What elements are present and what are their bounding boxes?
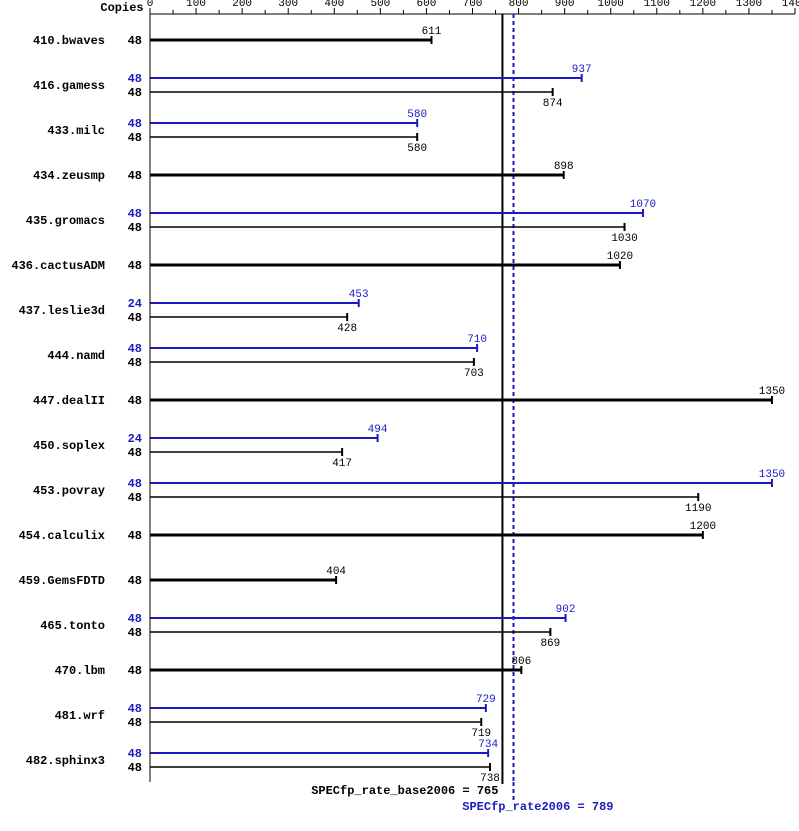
peak-copies: 48 [128, 72, 142, 86]
base-copies: 48 [128, 574, 142, 588]
benchmark-name: 433.milc [47, 124, 105, 138]
specfp-rate-chart: 0 100 200 300 400 500 600 700 800 900 1000 1100 1200… [0, 0, 799, 831]
peak-copies: 48 [128, 207, 142, 221]
benchmark-name: 454.calculix [19, 529, 105, 543]
footer-peak-label: SPECfp_rate2006 = 789 [462, 800, 613, 814]
chart-svg: 0 100 200 300 400 500 600 700 800 900 1000 1100 1200… [0, 0, 799, 831]
base-value: 1350 [759, 386, 785, 398]
base-value: 404 [326, 566, 346, 578]
base-value: 898 [554, 161, 574, 173]
benchmark-name: 410.bwaves [33, 34, 105, 48]
peak-copies: 24 [128, 297, 142, 311]
peak-copies: 48 [128, 702, 142, 716]
base-copies: 48 [128, 86, 142, 100]
base-copies: 48 [128, 716, 142, 730]
benchmark-name: 434.zeusmp [33, 169, 105, 183]
base-copies: 48 [128, 259, 142, 273]
base-value: 806 [511, 656, 531, 668]
base-copies: 48 [128, 626, 142, 640]
base-copies: 48 [128, 311, 142, 325]
base-value: 1190 [685, 503, 711, 515]
xaxis-tick-label: 200 [232, 0, 252, 10]
base-value: 611 [422, 26, 442, 38]
base-copies: 48 [128, 529, 142, 543]
benchmark-name: 470.lbm [55, 664, 105, 678]
xaxis-tick-label: 300 [278, 0, 298, 10]
benchmark-name: 453.povray [33, 484, 105, 498]
xaxis-tick-label: 1000 [598, 0, 624, 10]
peak-copies: 48 [128, 747, 142, 761]
benchmark-name: 450.soplex [33, 439, 105, 453]
base-value: 1020 [607, 251, 633, 263]
base-copies: 48 [128, 394, 142, 408]
peak-value: 734 [478, 739, 498, 751]
peak-copies: 48 [128, 342, 142, 356]
benchmark-name: 435.gromacs [26, 214, 105, 228]
base-value: 1030 [611, 233, 637, 245]
peak-value: 494 [368, 424, 388, 436]
xaxis-tick-label: 900 [555, 0, 575, 10]
copies-header: Copies [100, 1, 143, 15]
base-value: 869 [540, 638, 560, 650]
benchmark-name: 465.tonto [40, 619, 105, 633]
base-copies: 48 [128, 491, 142, 505]
base-copies: 48 [128, 761, 142, 775]
peak-copies: 48 [128, 117, 142, 131]
peak-value: 453 [349, 289, 369, 301]
benchmark-name: 447.dealII [33, 394, 105, 408]
peak-copies: 48 [128, 477, 142, 491]
peak-value: 580 [407, 109, 427, 121]
base-copies: 48 [128, 221, 142, 235]
benchmark-name: 436.cactusADM [11, 259, 105, 273]
xaxis-tick-label: 400 [324, 0, 344, 10]
footer-base-label: SPECfp_rate_base2006 = 765 [311, 784, 498, 798]
base-copies: 48 [128, 34, 142, 48]
peak-value: 710 [467, 334, 487, 346]
xaxis-tick-label: 800 [509, 0, 529, 10]
benchmark-name: 481.wrf [55, 709, 105, 723]
benchmark-name: 459.GemsFDTD [19, 574, 105, 588]
base-copies: 48 [128, 131, 142, 145]
peak-value: 729 [476, 694, 496, 706]
peak-value: 1070 [630, 199, 656, 211]
peak-value: 937 [572, 64, 592, 76]
xaxis-tick-label: 500 [370, 0, 390, 10]
xaxis-tick-label: 700 [463, 0, 483, 10]
peak-value: 1350 [759, 469, 785, 481]
xaxis-tick-label: 600 [417, 0, 437, 10]
base-copies: 48 [128, 664, 142, 678]
base-value: 1200 [690, 521, 716, 533]
peak-value: 902 [556, 604, 576, 616]
base-copies: 48 [128, 169, 142, 183]
base-value: 417 [332, 458, 352, 470]
base-value: 703 [464, 368, 484, 380]
base-copies: 48 [128, 356, 142, 370]
xaxis-tick-label: 100 [186, 0, 206, 10]
peak-copies: 24 [128, 432, 142, 446]
xaxis-tick-label: 1100 [644, 0, 670, 10]
benchmark-name: 482.sphinx3 [26, 754, 105, 768]
base-value: 580 [407, 143, 427, 155]
benchmark-name: 437.leslie3d [19, 304, 105, 318]
xaxis-tick-label: 1300 [736, 0, 762, 10]
base-value: 874 [543, 98, 563, 110]
base-value: 428 [337, 323, 357, 335]
peak-copies: 48 [128, 612, 142, 626]
xaxis-tick-label: 0 [147, 0, 154, 10]
xaxis-tick-label: 1200 [690, 0, 716, 10]
base-copies: 48 [128, 446, 142, 460]
benchmark-name: 416.gamess [33, 79, 105, 93]
benchmark-name: 444.namd [47, 349, 105, 363]
xaxis-tick-label: 1400 [782, 0, 799, 10]
